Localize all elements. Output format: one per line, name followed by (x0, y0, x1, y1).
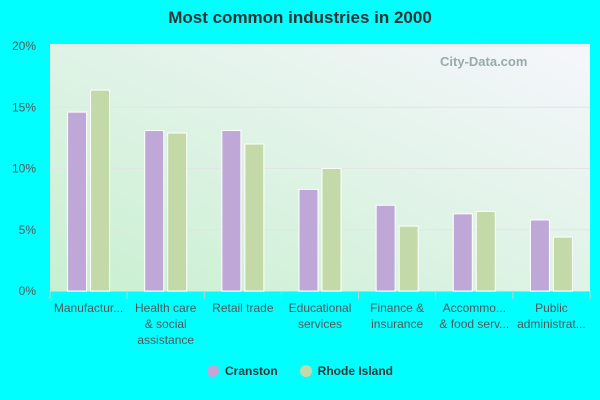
x-category-label: services (298, 317, 342, 331)
bar-rhode-island (90, 89, 111, 292)
x-category-label: & social (145, 317, 187, 331)
y-tick-label: 5% (19, 223, 37, 237)
x-category-label: insurance (371, 317, 423, 331)
bar-rhode-island (321, 168, 342, 292)
x-category-label: Finance & (370, 301, 424, 315)
legend-swatch-icon (299, 365, 312, 377)
legend: Cranston Rhode Island (0, 364, 600, 378)
bar-cranston (529, 219, 550, 292)
x-category-label: & food serv... (439, 317, 509, 331)
bar-cranston (221, 130, 242, 292)
x-category-label: Accommo... (443, 301, 506, 315)
bar-cranston (144, 130, 165, 292)
legend-swatch-icon (206, 365, 219, 377)
y-tick-label: 10% (12, 162, 36, 176)
bar-cranston (452, 213, 473, 292)
bar-rhode-island (167, 132, 188, 292)
legend-label: Rhode Island (317, 364, 393, 378)
bar-cranston (298, 188, 319, 292)
bar-rhode-island (398, 225, 419, 292)
x-category-label: Public (535, 301, 568, 315)
legend-item: Rhode Island (299, 364, 393, 378)
watermark: City-Data.com (440, 54, 528, 69)
bar-cranston (375, 204, 396, 292)
bar-cranston (67, 111, 88, 292)
x-category-label: Educational (289, 301, 352, 315)
y-tick-label: 15% (12, 100, 36, 114)
legend-item: Cranston (206, 364, 278, 378)
y-tick-label: 0% (19, 284, 37, 298)
chart-title: Most common industries in 2000 (168, 8, 432, 27)
plot-area (50, 44, 590, 291)
y-tick-label: 20% (12, 39, 36, 53)
x-category-label: Health care (135, 301, 197, 315)
x-category-label: assistance (137, 333, 194, 347)
bar-rhode-island (475, 210, 496, 292)
x-category-label: Manufactur... (54, 301, 123, 315)
bar-rhode-island (244, 143, 265, 292)
legend-label: Cranston (224, 364, 278, 378)
bar-rhode-island (552, 236, 573, 292)
x-category-label: Retail trade (212, 301, 274, 315)
x-category-label: administrat... (517, 317, 586, 331)
